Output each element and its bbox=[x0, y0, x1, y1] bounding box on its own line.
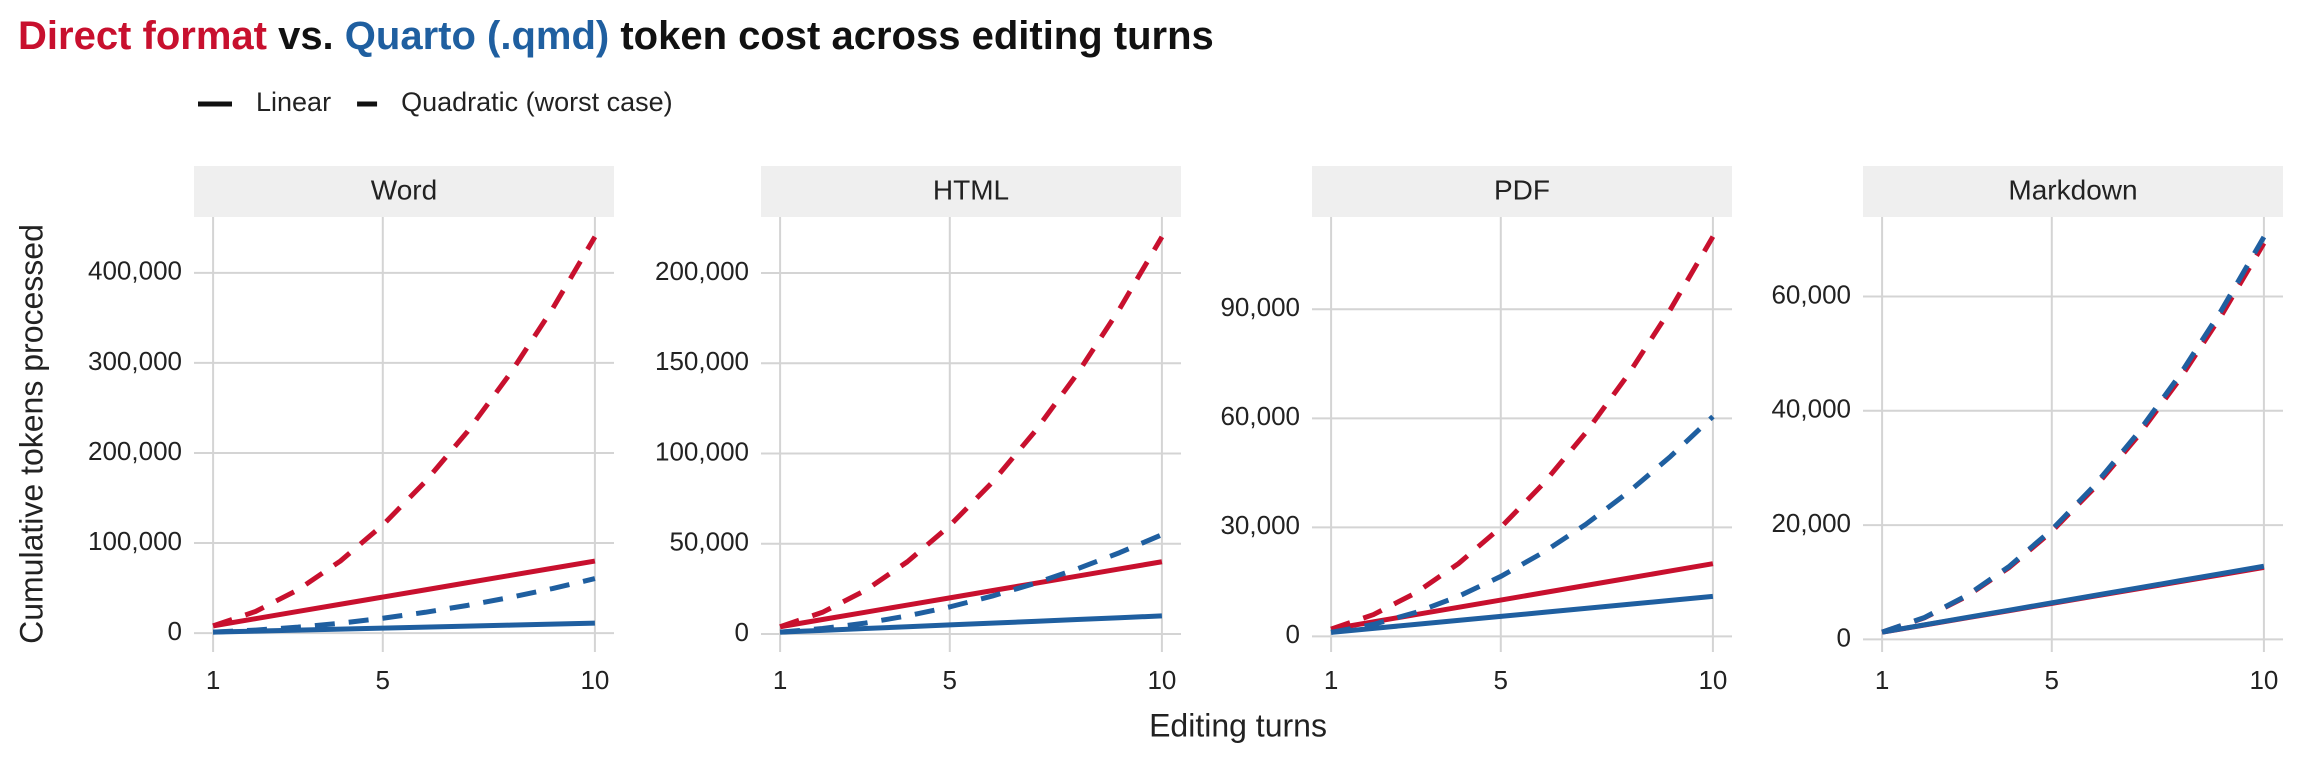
y-tick-label: 200,000 bbox=[655, 256, 749, 286]
title-segment: Direct format bbox=[18, 14, 267, 58]
title-segment: vs. bbox=[267, 14, 345, 58]
strip bbox=[1312, 166, 1732, 217]
y-tick-label: 300,000 bbox=[88, 346, 182, 376]
x-tick-label: 5 bbox=[943, 665, 957, 695]
y-tick-label: 100,000 bbox=[655, 436, 749, 466]
strip bbox=[1863, 166, 2283, 217]
x-tick-label: 10 bbox=[1147, 665, 1176, 695]
y-tick-label: 0 bbox=[735, 617, 749, 647]
series-line bbox=[779, 559, 1163, 630]
y-tick-label: 40,000 bbox=[1771, 394, 1851, 424]
legend-label: Linear bbox=[256, 87, 331, 117]
series-line bbox=[1330, 414, 1715, 635]
x-tick-label: 1 bbox=[206, 665, 220, 695]
series-line bbox=[779, 613, 1163, 635]
series-line bbox=[1330, 235, 1716, 632]
y-tick-label: 100,000 bbox=[88, 526, 182, 556]
series-line bbox=[1881, 563, 2265, 635]
x-tick-label: 5 bbox=[376, 665, 390, 695]
series-line bbox=[212, 576, 596, 635]
y-tick-label: 50,000 bbox=[669, 527, 749, 557]
y-tick-label: 20,000 bbox=[1771, 508, 1851, 538]
y-tick-label: 150,000 bbox=[655, 346, 749, 376]
y-axis-title: Cumulative tokens processed bbox=[13, 224, 49, 644]
y-tick-label: 90,000 bbox=[1220, 292, 1300, 322]
series-line bbox=[779, 235, 1165, 630]
chart-title: Direct format vs. Quarto (.qmd) token co… bbox=[18, 14, 1214, 58]
y-tick-label: 60,000 bbox=[1220, 401, 1300, 431]
series-line bbox=[1881, 235, 2267, 635]
y-tick-label: 60,000 bbox=[1771, 279, 1851, 309]
x-tick-label: 1 bbox=[1875, 665, 1889, 695]
strip-title: Markdown bbox=[2008, 174, 2137, 205]
x-tick-label: 5 bbox=[2045, 665, 2059, 695]
x-tick-label: 1 bbox=[1324, 665, 1338, 695]
y-tick-label: 400,000 bbox=[88, 256, 182, 286]
x-tick-label: 1 bbox=[773, 665, 787, 695]
strip-title: HTML bbox=[933, 174, 1009, 205]
strip-title: PDF bbox=[1494, 174, 1550, 205]
strip bbox=[761, 166, 1181, 217]
series-line bbox=[212, 558, 596, 629]
strip-title: Word bbox=[371, 174, 437, 205]
x-tick-label: 10 bbox=[580, 665, 609, 695]
y-tick-label: 30,000 bbox=[1220, 510, 1300, 540]
legend-label: Quadratic (worst case) bbox=[401, 87, 673, 117]
title-segment: token cost across editing turns bbox=[609, 14, 1214, 58]
strip bbox=[194, 166, 614, 217]
title-segment: Quarto (.qmd) bbox=[345, 14, 609, 58]
y-tick-label: 0 bbox=[168, 616, 182, 646]
series-line bbox=[1330, 593, 1714, 635]
series-line bbox=[213, 620, 595, 635]
x-tick-label: 10 bbox=[2249, 665, 2278, 695]
series-line bbox=[212, 235, 598, 629]
x-tick-label: 10 bbox=[1698, 665, 1727, 695]
series-line bbox=[1330, 561, 1714, 632]
y-tick-label: 0 bbox=[1286, 619, 1300, 649]
y-tick-label: 200,000 bbox=[88, 436, 182, 466]
y-tick-label: 0 bbox=[1837, 622, 1851, 652]
x-axis-title: Editing turns bbox=[1149, 707, 1327, 743]
x-tick-label: 5 bbox=[1494, 665, 1508, 695]
